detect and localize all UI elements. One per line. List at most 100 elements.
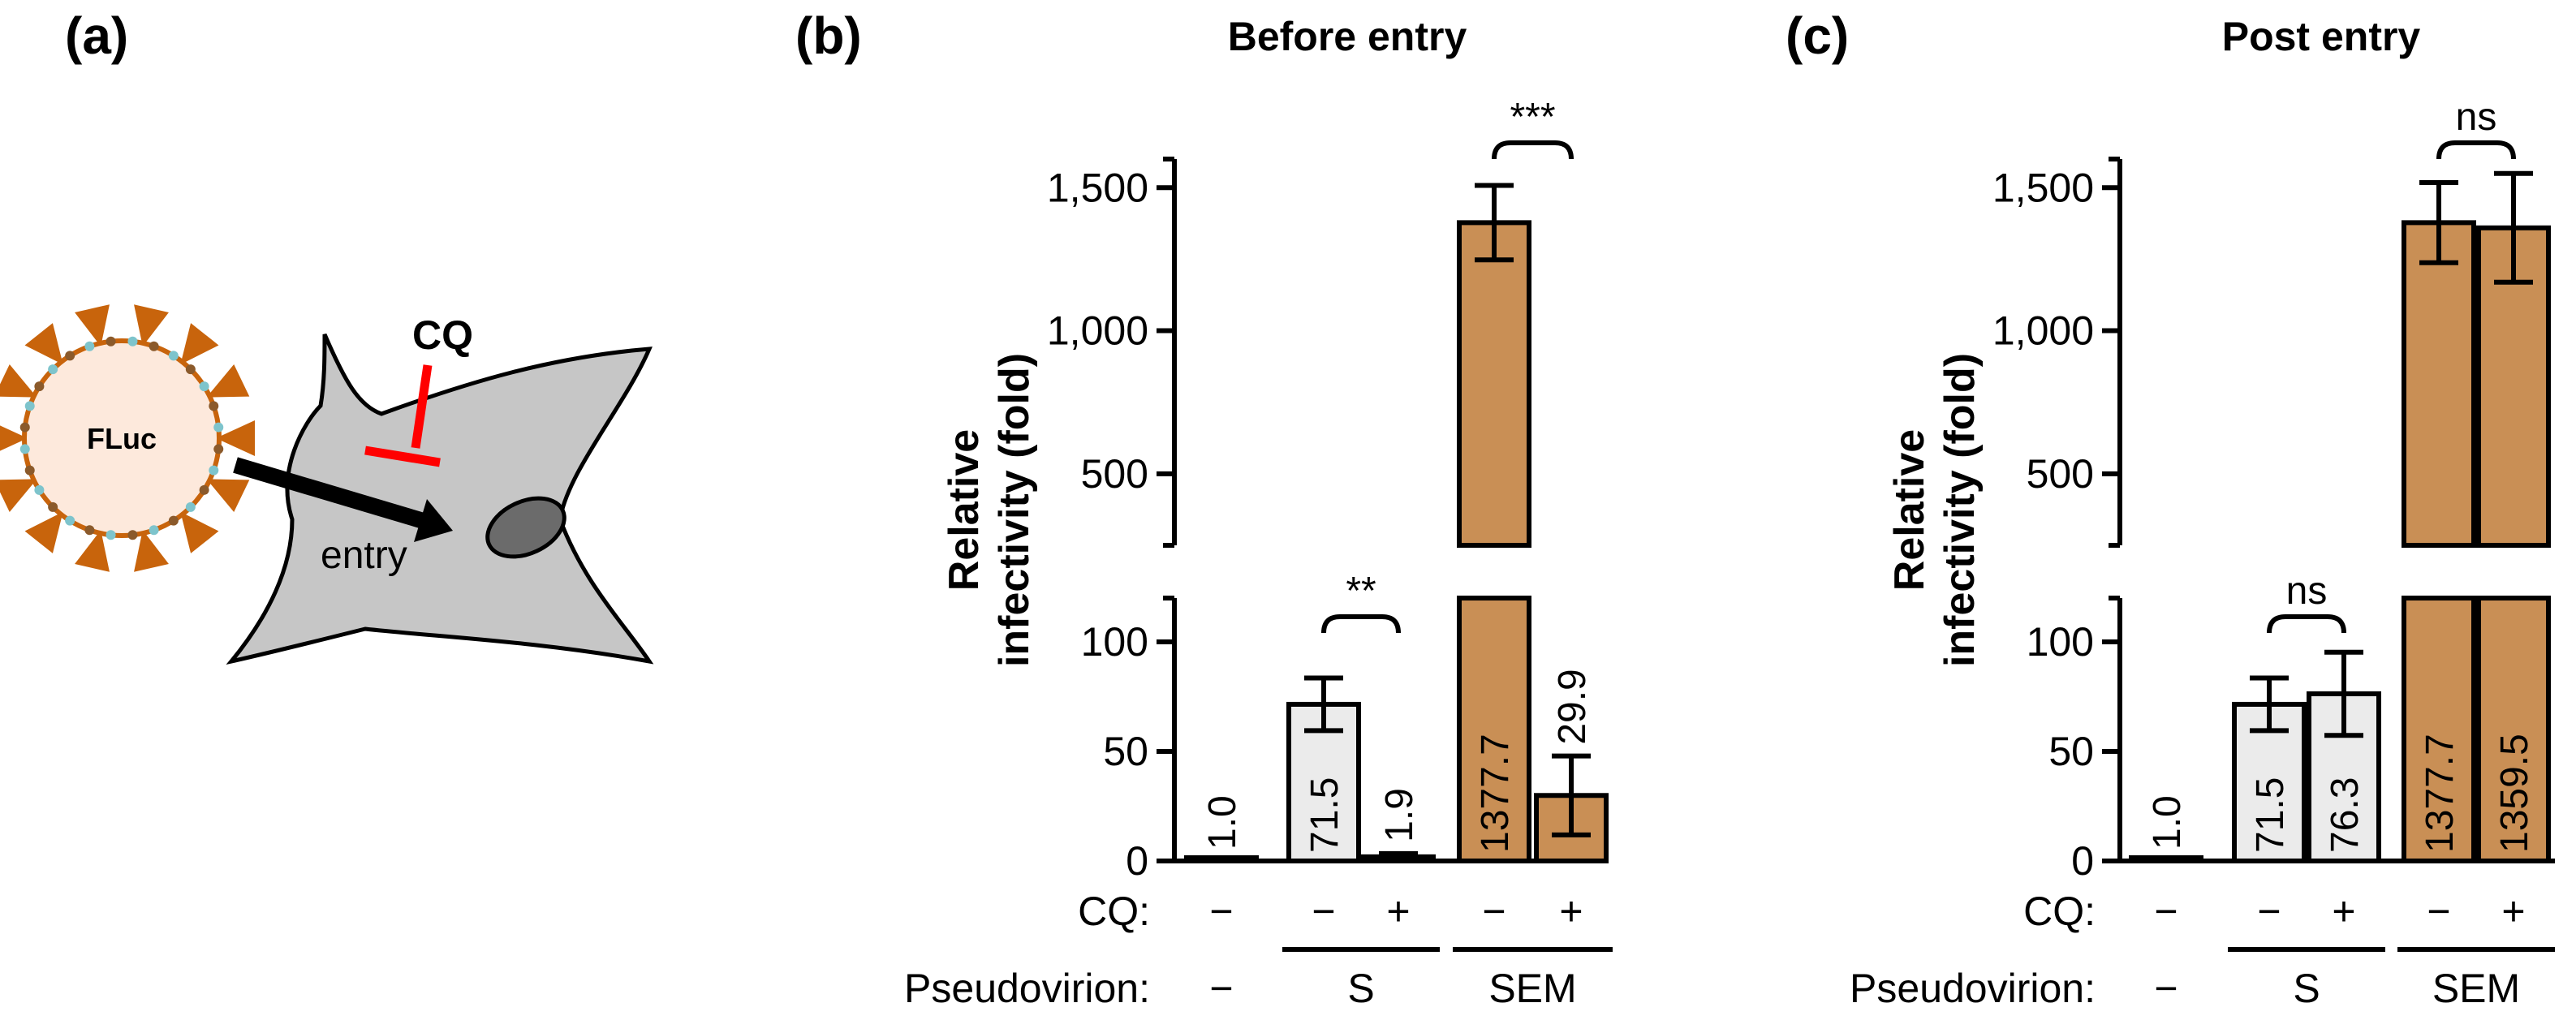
virus-spike xyxy=(206,364,250,398)
panel-label-b: (b) xyxy=(795,6,862,65)
envelope-dot xyxy=(168,515,179,526)
virus-spike xyxy=(24,511,63,553)
bar-mock xyxy=(2129,855,2203,863)
y-tick-label: 0 xyxy=(1126,838,1148,884)
cell-diagram: entry CQ xyxy=(226,312,654,665)
virus-spike xyxy=(24,323,63,365)
y-tick-label: 1,500 xyxy=(1047,165,1148,210)
bar-sem-cq-lower xyxy=(2476,596,2551,863)
y-tick-label: 50 xyxy=(1103,729,1148,774)
error-bar xyxy=(2419,180,2458,265)
virus-particle: FLuc xyxy=(0,304,255,572)
pseudovirion-group-label: S xyxy=(1347,966,1374,1011)
envelope-dot xyxy=(106,336,116,346)
cq-sign: − xyxy=(1312,889,1335,934)
cq-sign: + xyxy=(2501,889,2525,934)
envelope-dot xyxy=(149,525,159,536)
y-axis-label-line-1: Relative xyxy=(1886,429,1933,591)
virus-spike xyxy=(134,530,169,572)
significance-bracket: ns xyxy=(2267,570,2346,634)
y-axis-label-line-2: infectivity (fold) xyxy=(991,353,1038,667)
pseudovirion-row-label: Pseudovirion: xyxy=(904,966,1150,1011)
bar-sem-cq-lower xyxy=(1457,596,1531,863)
significance-label: ns xyxy=(2286,570,2328,613)
virus-fluc-label: FLuc xyxy=(87,422,157,455)
virus-spike xyxy=(180,511,219,553)
error-bar xyxy=(2494,170,2533,285)
y-axis-label-line-2: infectivity (fold) xyxy=(1936,353,1984,667)
virus-spike xyxy=(0,479,37,512)
error-bar xyxy=(2324,649,2363,738)
virus-spike xyxy=(206,479,250,512)
envelope-dot xyxy=(209,465,219,476)
envelope-dot xyxy=(19,422,30,433)
significance-label: ** xyxy=(1346,570,1376,613)
envelope-dot xyxy=(213,422,224,433)
error-bar xyxy=(1379,850,1418,863)
virus-spike xyxy=(0,425,28,451)
error-bar xyxy=(1552,753,1591,837)
value-label: 71.5 xyxy=(1303,777,1346,853)
bar-mock xyxy=(1184,855,1259,863)
virus-spike xyxy=(180,323,219,365)
envelope-dot xyxy=(127,530,138,540)
bar-sem-cq-upper xyxy=(1457,220,1531,548)
significance-bracket: ** xyxy=(1321,570,1401,634)
cq-sign: + xyxy=(2332,889,2355,934)
envelope-dot xyxy=(199,381,209,392)
value-label: 1359.5 xyxy=(2493,734,2536,853)
cq-inhibitor-label: CQ xyxy=(412,312,473,358)
pseudovirion-group-label: SEM xyxy=(2432,966,2520,1011)
cq-sign: − xyxy=(2154,889,2178,934)
virus-spike xyxy=(75,530,110,572)
envelope-dot xyxy=(127,336,138,346)
envelope-dot xyxy=(149,341,159,351)
cq-row-label: CQ: xyxy=(2023,889,2096,934)
value-label: 1.0 xyxy=(2146,795,2189,850)
pseudovirion-group-label: − xyxy=(1209,966,1233,1011)
envelope-dot xyxy=(65,515,75,526)
cq-sign: − xyxy=(1482,889,1506,934)
envelope-dot xyxy=(34,381,45,392)
envelope-dot xyxy=(199,484,209,495)
envelope-dot xyxy=(185,501,196,512)
error-bar xyxy=(2250,675,2289,734)
cq-sign: + xyxy=(1386,889,1410,934)
value-label: 1.9 xyxy=(1378,788,1421,842)
envelope-dot xyxy=(84,525,95,536)
envelope-dot xyxy=(19,444,30,454)
value-label: 1377.7 xyxy=(2419,734,2462,853)
y-tick-label: 1,000 xyxy=(1047,308,1148,354)
envelope-dot xyxy=(213,444,224,454)
y-tick-label: 500 xyxy=(2027,451,2094,497)
envelope-dot xyxy=(84,341,95,351)
cq-sign: − xyxy=(2427,889,2450,934)
significance-bracket: *** xyxy=(1492,96,1574,160)
y-axis-label: Relativeinfectivity (fold) xyxy=(941,353,1038,667)
envelope-dot xyxy=(24,465,35,476)
panel-label-c: (c) xyxy=(1786,6,1849,65)
bar-sem-cq-lower xyxy=(2402,596,2476,863)
significance-label: *** xyxy=(1510,96,1555,139)
entry-arrow-icon xyxy=(233,457,453,542)
panel-label-a: (a) xyxy=(65,6,128,65)
chart-post-entry: Post entry Relativeinfectivity (fold) 0 50 1… xyxy=(1850,14,2555,1011)
pseudovirion-group-label: SEM xyxy=(1488,966,1576,1011)
y-tick-label: 0 xyxy=(2071,838,2094,884)
envelope-dot xyxy=(65,351,75,361)
envelope-dot xyxy=(168,351,179,361)
envelope-dot xyxy=(209,401,219,411)
chart-title: Post entry xyxy=(2222,14,2421,59)
envelope-dot xyxy=(48,364,58,375)
virus-spike xyxy=(0,364,37,398)
inhibition-symbol xyxy=(364,364,441,467)
value-label: 1377.7 xyxy=(1474,734,1517,853)
error-bar xyxy=(1304,675,1343,734)
y-tick-label: 100 xyxy=(1081,619,1148,665)
value-label: 71.5 xyxy=(2249,777,2292,853)
envelope-dot xyxy=(185,364,196,375)
chart-before-entry: Before entry Relativeinfectivity (fold) 0 5… xyxy=(904,14,1613,1011)
pseudovirion-row-label: Pseudovirion: xyxy=(1850,966,2096,1011)
cq-sign: − xyxy=(1209,889,1233,934)
